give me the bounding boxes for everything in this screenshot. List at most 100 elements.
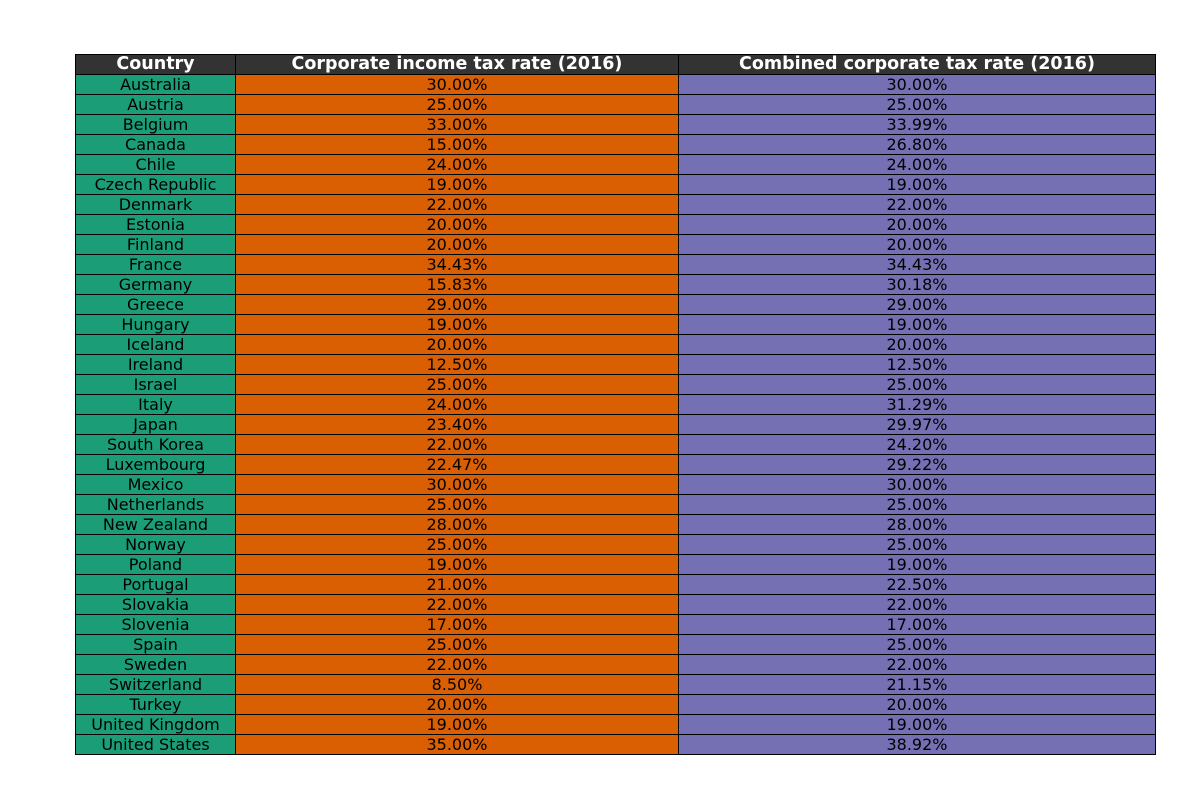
country-cell: United States [75,734,236,755]
header-combined-corporate-tax-rate: Combined corporate tax rate (2016) [678,54,1156,75]
corporate-income-tax-cell: 25.00% [235,634,679,655]
corporate-income-tax-cell: 19.00% [235,174,679,195]
combined-corporate-tax-cell: 31.29% [678,394,1156,415]
corporate-income-tax-cell: 25.00% [235,94,679,115]
combined-corporate-tax-cell: 29.22% [678,454,1156,475]
corporate-income-tax-cell: 30.00% [235,474,679,495]
corporate-income-tax-cell: 20.00% [235,334,679,355]
country-cell: Luxembourg [75,454,236,475]
corporate-income-tax-cell: 22.00% [235,654,679,675]
combined-corporate-tax-cell: 22.50% [678,574,1156,595]
table-row: Iceland 20.00% 20.00% [75,334,1156,355]
table-row: Switzerland 8.50% 21.15% [75,674,1156,695]
corporate-income-tax-cell: 34.43% [235,254,679,275]
country-cell: Slovenia [75,614,236,635]
table-body: Australia 30.00% 30.00% Austria 25.00% 25.00%… [75,74,1156,755]
combined-corporate-tax-cell: 21.15% [678,674,1156,695]
table-row: Ireland 12.50% 12.50% [75,354,1156,375]
combined-corporate-tax-cell: 24.20% [678,434,1156,455]
country-cell: New Zealand [75,514,236,535]
combined-corporate-tax-cell: 22.00% [678,654,1156,675]
combined-corporate-tax-cell: 20.00% [678,214,1156,235]
corporate-income-tax-cell: 33.00% [235,114,679,135]
table-row: Greece 29.00% 29.00% [75,294,1156,315]
country-cell: Greece [75,294,236,315]
table-row: Netherlands 25.00% 25.00% [75,494,1156,515]
corporate-income-tax-cell: 8.50% [235,674,679,695]
corporate-income-tax-cell: 21.00% [235,574,679,595]
combined-corporate-tax-cell: 25.00% [678,374,1156,395]
corporate-income-tax-cell: 19.00% [235,714,679,735]
country-cell: Japan [75,414,236,435]
combined-corporate-tax-cell: 30.18% [678,274,1156,295]
combined-corporate-tax-cell: 17.00% [678,614,1156,635]
country-cell: Slovakia [75,594,236,615]
corporate-income-tax-cell: 19.00% [235,314,679,335]
corporate-income-tax-cell: 25.00% [235,374,679,395]
table-row: Australia 30.00% 30.00% [75,74,1156,95]
table-row: Slovakia 22.00% 22.00% [75,594,1156,615]
corporate-income-tax-cell: 17.00% [235,614,679,635]
combined-corporate-tax-cell: 38.92% [678,734,1156,755]
table-row: New Zealand 28.00% 28.00% [75,514,1156,535]
corporate-income-tax-cell: 35.00% [235,734,679,755]
country-cell: Mexico [75,474,236,495]
corporate-income-tax-cell: 19.00% [235,554,679,575]
country-cell: Czech Republic [75,174,236,195]
combined-corporate-tax-cell: 20.00% [678,694,1156,715]
header-country: Country [75,54,236,75]
corporate-income-tax-cell: 15.83% [235,274,679,295]
table-row: Japan 23.40% 29.97% [75,414,1156,435]
combined-corporate-tax-cell: 24.00% [678,154,1156,175]
table-row: Chile 24.00% 24.00% [75,154,1156,175]
corporate-income-tax-cell: 25.00% [235,494,679,515]
corporate-income-tax-cell: 22.00% [235,594,679,615]
country-cell: Sweden [75,654,236,675]
table-row: France 34.43% 34.43% [75,254,1156,275]
country-cell: Turkey [75,694,236,715]
combined-corporate-tax-cell: 19.00% [678,554,1156,575]
table-row: Italy 24.00% 31.29% [75,394,1156,415]
country-cell: France [75,254,236,275]
table-row: United Kingdom 19.00% 19.00% [75,714,1156,735]
combined-corporate-tax-cell: 19.00% [678,714,1156,735]
combined-corporate-tax-cell: 20.00% [678,234,1156,255]
header-corporate-income-tax-rate: Corporate income tax rate (2016) [235,54,679,75]
table-row: South Korea 22.00% 24.20% [75,434,1156,455]
corporate-income-tax-cell: 28.00% [235,514,679,535]
combined-corporate-tax-cell: 28.00% [678,514,1156,535]
corporate-income-tax-cell: 12.50% [235,354,679,375]
table-row: Austria 25.00% 25.00% [75,94,1156,115]
table-row: United States 35.00% 38.92% [75,734,1156,755]
corporate-income-tax-cell: 30.00% [235,74,679,95]
country-cell: Chile [75,154,236,175]
corporate-income-tax-cell: 29.00% [235,294,679,315]
country-cell: Italy [75,394,236,415]
corporate-income-tax-cell: 23.40% [235,414,679,435]
combined-corporate-tax-cell: 33.99% [678,114,1156,135]
tax-rate-table: Country Corporate income tax rate (2016)… [75,54,1156,755]
country-cell: Spain [75,634,236,655]
corporate-income-tax-cell: 20.00% [235,694,679,715]
combined-corporate-tax-cell: 19.00% [678,174,1156,195]
combined-corporate-tax-cell: 20.00% [678,334,1156,355]
combined-corporate-tax-cell: 19.00% [678,314,1156,335]
table-row: Estonia 20.00% 20.00% [75,214,1156,235]
table-row: Spain 25.00% 25.00% [75,634,1156,655]
corporate-income-tax-cell: 24.00% [235,154,679,175]
corporate-income-tax-cell: 25.00% [235,534,679,555]
country-cell: Ireland [75,354,236,375]
country-cell: Netherlands [75,494,236,515]
table-row: Turkey 20.00% 20.00% [75,694,1156,715]
country-cell: Finland [75,234,236,255]
table-row: Portugal 21.00% 22.50% [75,574,1156,595]
table-row: Sweden 22.00% 22.00% [75,654,1156,675]
corporate-income-tax-cell: 22.00% [235,434,679,455]
combined-corporate-tax-cell: 26.80% [678,134,1156,155]
country-cell: Norway [75,534,236,555]
table-row: Mexico 30.00% 30.00% [75,474,1156,495]
country-cell: Belgium [75,114,236,135]
corporate-income-tax-cell: 15.00% [235,134,679,155]
combined-corporate-tax-cell: 22.00% [678,194,1156,215]
combined-corporate-tax-cell: 30.00% [678,474,1156,495]
